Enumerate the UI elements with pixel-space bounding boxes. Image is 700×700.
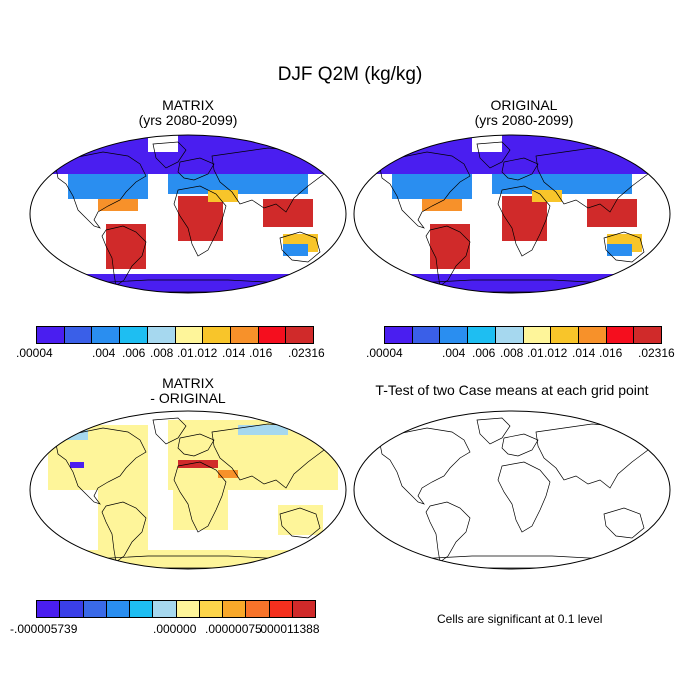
- colorbar-swatch: [606, 327, 635, 343]
- panel-title-matrix: MATRIX (yrs 2080-2099): [28, 98, 348, 128]
- colorbar-swatch: [286, 327, 314, 343]
- colorbar-swatch: [203, 327, 231, 343]
- original-map: [353, 134, 671, 294]
- panel-title-line1: MATRIX: [162, 97, 214, 113]
- panel-title-ttest: T-Test of two Case means at each grid po…: [352, 383, 672, 398]
- colorbar-swatch: [634, 327, 662, 343]
- cb-label-min: .00004: [366, 346, 403, 360]
- colorbar-swatch: [92, 327, 121, 343]
- ttest-map: [353, 410, 671, 570]
- colorbar-swatch: [230, 327, 259, 343]
- colorbar-swatch: [106, 601, 130, 617]
- colorbar-swatch: [153, 601, 177, 617]
- panel-title-original: ORIGINAL (yrs 2080-2099): [364, 98, 684, 128]
- colorbar-swatch: [147, 327, 176, 343]
- colorbar-difference: [36, 600, 316, 618]
- cb-label-max: .02316: [288, 346, 325, 360]
- colorbar-swatch: [130, 601, 154, 617]
- cb-label: .012: [544, 346, 568, 360]
- colorbar-swatch: [176, 601, 200, 617]
- colorbar-swatch: [223, 601, 247, 617]
- cb-label: .004: [442, 346, 466, 360]
- colorbar-swatch: [578, 327, 607, 343]
- cb-label: .008: [150, 346, 174, 360]
- panel-title-line1: ORIGINAL: [490, 97, 558, 113]
- cb-label: .014: [572, 346, 596, 360]
- cb-label: .004: [92, 346, 116, 360]
- colorbar-swatch: [551, 327, 579, 343]
- difference-map: [29, 410, 347, 570]
- colorbar-swatch: [246, 601, 270, 617]
- colorbar-swatch: [199, 601, 223, 617]
- panel-title-line1: T-Test of two Case means at each grid po…: [375, 382, 649, 398]
- cb-label: .006: [472, 346, 496, 360]
- colorbar-matrix: [36, 326, 314, 344]
- cb-label-max: .000011388: [257, 622, 320, 636]
- colorbar-swatch: [37, 601, 61, 617]
- colorbar-swatch: [60, 601, 84, 617]
- colorbar-swatch: [412, 327, 441, 343]
- cb-label: .014: [222, 346, 246, 360]
- panel-title-difference: MATRIX - ORIGINAL: [28, 376, 348, 406]
- cb-label: .008: [500, 346, 524, 360]
- colorbar-swatch: [385, 327, 413, 343]
- colorbar-swatch: [269, 601, 293, 617]
- colorbar-swatch: [64, 327, 93, 343]
- significance-note: Cells are significant at 0.1 level: [437, 612, 603, 626]
- colorbar-swatch: [175, 327, 204, 343]
- cb-label: .012: [194, 346, 218, 360]
- panel-title-line2: (yrs 2080-2099): [474, 112, 574, 128]
- colorbar-swatch: [468, 327, 496, 343]
- panel-title-line2: - ORIGINAL: [150, 390, 226, 406]
- cb-label: .01: [177, 346, 194, 360]
- matrix-map: [29, 134, 347, 294]
- cb-label-max: .02316: [638, 346, 675, 360]
- cb-label-min: .00004: [16, 346, 53, 360]
- colorbar-swatch: [120, 327, 148, 343]
- cb-label: .01: [527, 346, 544, 360]
- colorbar-swatch: [523, 327, 552, 343]
- colorbar-swatch: [440, 327, 469, 343]
- cb-label: .00000075: [205, 622, 262, 636]
- panel-title-line1: MATRIX: [162, 375, 214, 391]
- colorbar-swatch: [258, 327, 287, 343]
- cb-label-mid: .000000: [153, 622, 197, 636]
- cb-label: .006: [122, 346, 146, 360]
- colorbar-swatch: [495, 327, 524, 343]
- main-title: DJF Q2M (kg/kg): [277, 64, 423, 85]
- colorbar-original: [384, 326, 662, 344]
- cb-label: .016: [599, 346, 623, 360]
- panel-title-line2: (yrs 2080-2099): [138, 112, 238, 128]
- colorbar-swatch: [37, 327, 65, 343]
- cb-label: .016: [249, 346, 273, 360]
- colorbar-swatch: [83, 601, 107, 617]
- colorbar-swatch: [292, 601, 315, 617]
- cb-label-min: -.000005739: [10, 622, 78, 636]
